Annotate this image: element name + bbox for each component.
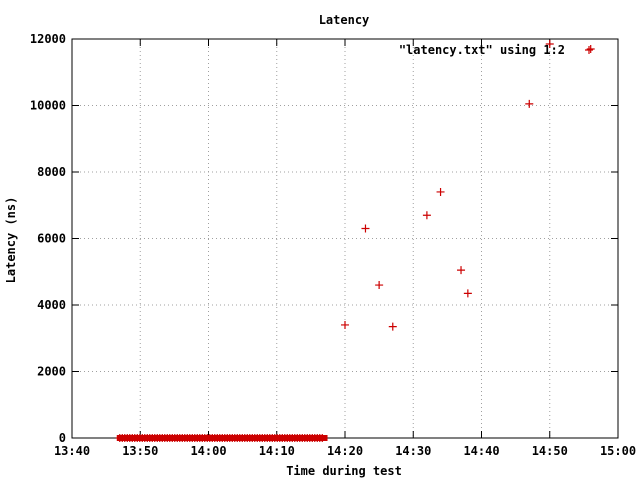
y-tick-label: 2000 (37, 365, 66, 379)
data-point (436, 187, 445, 196)
x-tick-label: 14:20 (327, 444, 363, 458)
y-tick-label: 4000 (37, 298, 66, 312)
grid (72, 39, 618, 438)
y-tick-label: 10000 (30, 99, 66, 113)
y-axis-label: Latency (ns) (4, 197, 18, 284)
x-axis: 13:40 13:50 14:00 14:10 14:20 14:30 14:40 14:50… (54, 39, 636, 458)
chart-title: Latency (319, 13, 370, 27)
data-point (422, 211, 431, 220)
x-tick-label: 15:00 (600, 444, 636, 458)
x-tick-label: 14:50 (532, 444, 568, 458)
y-tick-label: 0 (59, 431, 66, 445)
data-point (388, 322, 397, 331)
data-point (341, 320, 349, 329)
legend: "latency.txt" using 1:2 (399, 43, 593, 57)
x-tick-label: 14:30 (395, 444, 431, 458)
x-tick-label: 14:40 (463, 444, 499, 458)
legend-marker (585, 46, 593, 54)
y-axis: 0 2000 4000 6000 8000 10000 12000 (30, 32, 618, 445)
x-tick-label: 13:50 (122, 444, 158, 458)
legend-marker-symbol (585, 46, 593, 54)
data-point (375, 281, 384, 290)
y-tick-label: 8000 (37, 165, 66, 179)
x-tick-label: 14:10 (259, 444, 295, 458)
data-point (457, 266, 466, 275)
x-tick-label: 14:00 (190, 444, 226, 458)
x-tick-label: 13:40 (54, 444, 90, 458)
data-point (545, 39, 554, 48)
data-point (361, 224, 370, 233)
y-tick-label: 6000 (37, 232, 66, 246)
data-point (586, 44, 595, 53)
data-point (463, 289, 472, 298)
x-axis-label: Time during test (286, 464, 402, 478)
legend-label: "latency.txt" using 1:2 (399, 43, 565, 57)
data-point (525, 99, 534, 108)
data-points (115, 39, 595, 442)
data-point (318, 434, 327, 442)
y-tick-label: 12000 (30, 32, 66, 46)
